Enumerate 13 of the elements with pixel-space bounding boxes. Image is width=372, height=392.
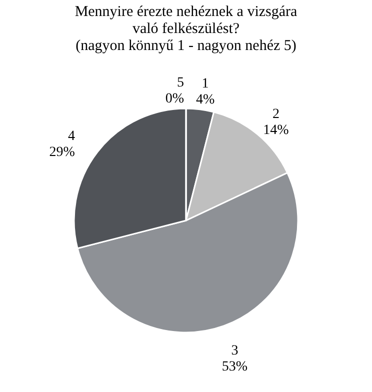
slice-label: 2 — [272, 107, 280, 122]
data-label: 4% — [196, 92, 215, 108]
slice-label: 4 — [68, 128, 75, 144]
data-label: 29% — [49, 144, 76, 160]
text: Mennyire érezte nehéznek a vizsgára — [74, 4, 298, 20]
data-label: 53% — [222, 359, 248, 374]
text: (nagyon könnyű 1 - nagyon nehéz 5) — [76, 38, 296, 54]
text: való felkészülést? — [132, 21, 240, 37]
category-label: 5 — [177, 76, 184, 90]
slice-label: 3 — [231, 343, 238, 358]
data-label: 14% — [263, 123, 290, 138]
slice-label: 1 — [202, 76, 209, 92]
text: 0% — [165, 92, 184, 106]
